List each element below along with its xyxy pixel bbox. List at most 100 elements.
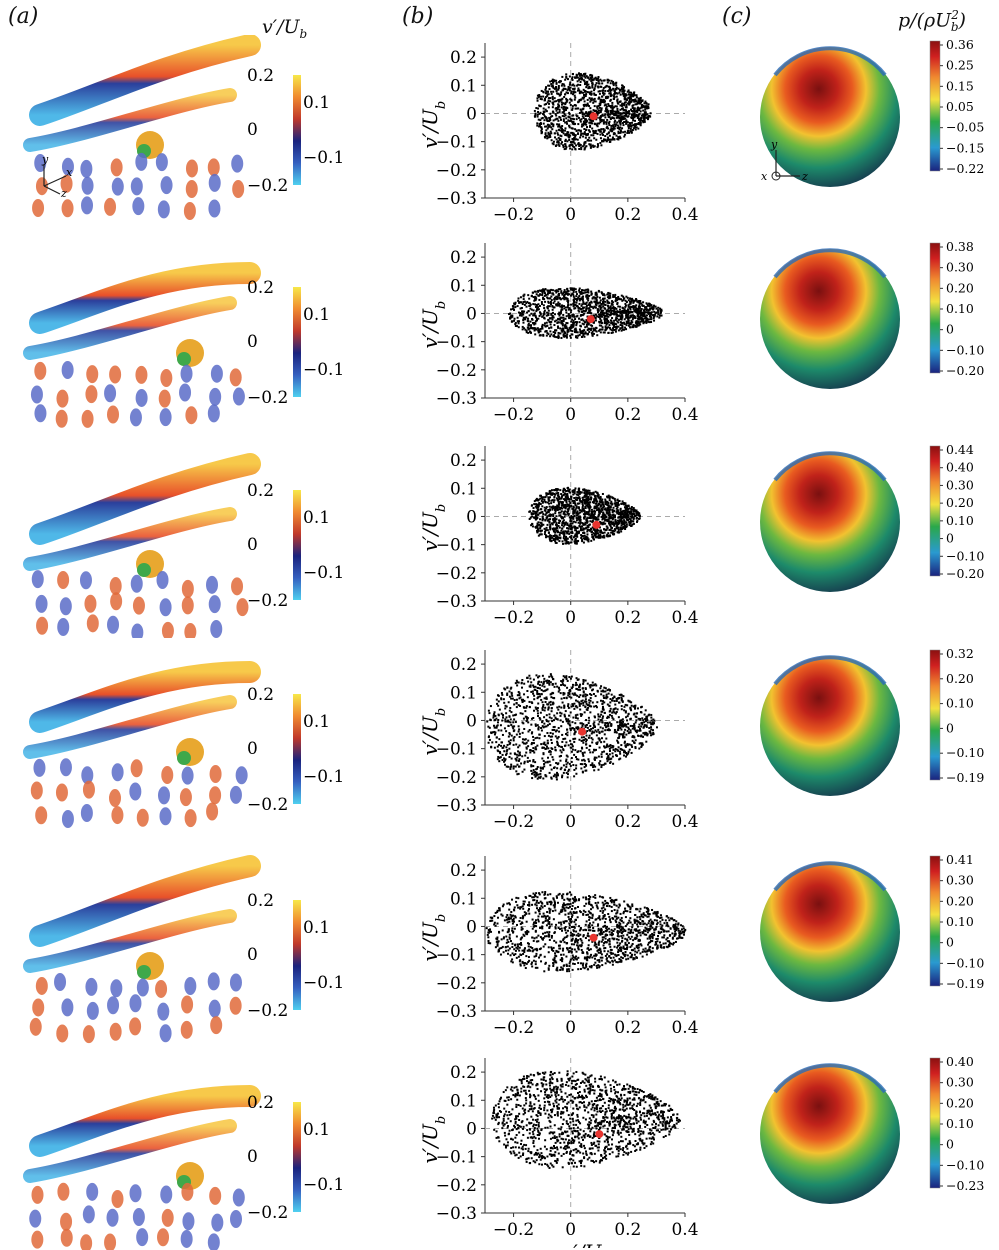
pressure-colorbar-label: 0.40 [946,460,974,475]
hairpin-vortex [81,409,94,428]
hairpin-vortex [185,159,198,178]
pressure-colorbar-label: 0.10 [946,696,974,711]
hairpin-vortex [135,388,148,407]
hairpin-vortex [56,389,69,408]
sphere-rim [773,861,887,892]
hairpin-vortex [236,598,249,617]
x-tick-label: 0.2 [614,1018,641,1038]
hairpin-vortex [132,197,145,216]
pressure-colorbar-label: −0.10 [946,1157,984,1172]
pressure-colorbar [929,649,941,781]
hairpin-vortex [210,619,223,638]
hairpin-vortex [235,766,248,785]
vortex-tube [23,507,237,571]
y-tick-label: −0.3 [436,189,477,209]
hairpin-vortex [209,765,222,784]
v-colorbar-label: −0.1 [303,1175,344,1195]
pressure-colorbar-label: 0.10 [946,914,974,929]
pressure-colorbar-label: −0.10 [946,342,984,357]
v-colorbar-label: −0.1 [303,360,344,380]
pressure-colorbar-label: −0.22 [946,161,984,176]
hairpin-vortex [61,157,74,176]
y-tick-label: 0 [466,1119,477,1139]
hairpin-vortex [111,806,124,825]
pressure-colorbar-label: 0.20 [946,495,974,510]
v-colorbar-label: 0 [247,739,258,759]
pressure-colorbar-label: 0.25 [946,58,974,73]
y-tick-label: −0.1 [436,133,477,153]
hairpin-vortex [31,570,44,589]
pressure-colorbar [929,1057,941,1189]
hairpin-vortex [111,177,124,196]
y-tick-label: −0.3 [436,592,477,612]
pressure-colorbar-label: −0.20 [946,363,984,378]
hairpin-vortex [159,1024,172,1043]
v-colorbar-label: 0.1 [303,712,330,732]
x-tick-label: 0.4 [671,405,698,425]
hairpin-vortex [180,1229,193,1248]
y-tick-label: −0.2 [436,361,477,381]
hairpin-vortex [29,1017,42,1036]
mean-point [578,727,587,736]
hairpin-vortex [180,1020,193,1039]
pressure-colorbar-label: 0.30 [946,260,974,275]
pressure-colorbar-label: −0.19 [946,770,984,785]
hairpin-vortex [32,199,45,218]
y-tick-label: −0.3 [436,796,477,816]
axes-triad-c: y x z [761,138,808,183]
hairpin-vortex [109,789,122,808]
v-colorbar-label: 0.1 [303,305,330,325]
hairpin-vortex [183,201,196,220]
v-colorbar-label: 0.1 [303,1120,330,1140]
hairpin-vortex [111,763,124,782]
hairpin-vortex [111,1190,124,1209]
hairpin-vortex [229,973,242,992]
hairpin-vortex [229,785,242,804]
pressure-colorbar-label: 0.20 [946,893,974,908]
y-tick-label: 0.1 [450,1091,477,1111]
y-tick-label: 0.1 [450,683,477,703]
hairpin-vortex [208,173,221,192]
v-colorbar-label: −0.1 [303,148,344,168]
triad-c-z: z [801,170,808,183]
hairpin-vortex [129,408,142,427]
v-colorbar-label: −0.2 [247,176,288,196]
hairpin-vortex [210,364,223,383]
hairpin-vortex [207,972,220,991]
hairpin-vortex [209,387,222,406]
hairpin-vortex [35,976,48,995]
v-colorbar-label: −0.1 [303,973,344,993]
hairpin-vortex [132,596,145,615]
x-tick-label: 0 [565,812,576,832]
triad-a-y: y [41,153,49,166]
x-tick-label: 0.4 [671,205,698,225]
hairpin-vortex [135,152,148,171]
hairpin-vortex [86,1001,99,1020]
scatter-cloud [508,287,663,340]
pressure-colorbar-label: 0.10 [946,301,974,316]
hairpin-vortex [130,177,143,196]
pressure-colorbar [929,445,941,577]
y-tick-label: −0.2 [436,974,477,994]
y-tick-label: −0.1 [436,1148,477,1168]
pressure-colorbar-label: 0.40 [946,1054,974,1069]
hairpin-vortex [109,365,122,384]
hairpin-vortex [35,806,48,825]
hairpin-vortex [107,996,120,1015]
hairpin-vortex [57,617,70,636]
scatter-cloud [491,1070,681,1169]
hairpin-vortex [207,158,220,177]
pressure-colorbar-label: 0.20 [946,671,974,686]
hairpin-vortex [185,180,198,199]
hairpin-vortex [104,197,117,216]
hairpin-vortex [159,598,172,617]
x-tick-label: 0 [565,608,576,628]
hairpin-vortex [82,780,95,799]
vortex-tube [29,661,261,733]
x-tick-label: −0.2 [493,1018,534,1038]
mean-point [586,315,595,324]
v-colorbar-label: 0.1 [303,508,330,528]
v-colorbar [293,694,301,804]
hairpin-vortex [229,1209,242,1228]
v-colorbar-label: −0.2 [247,1203,288,1223]
